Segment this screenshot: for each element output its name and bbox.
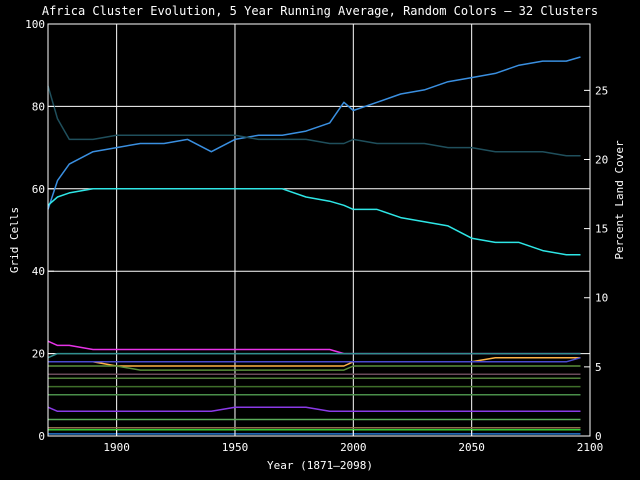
- x-tick-label: 1950: [222, 441, 249, 454]
- x-tick-label: 2000: [340, 441, 367, 454]
- series-line-2: [47, 85, 581, 157]
- y2-tick-label: 5: [595, 361, 602, 374]
- series-line-5: [47, 352, 581, 359]
- y-tick-label: 100: [25, 18, 45, 31]
- y-tick-label: 40: [32, 265, 45, 278]
- series-line-7: [48, 356, 581, 363]
- y-tick-label: 80: [32, 100, 45, 113]
- y-axis-label-left: Grid Cells: [8, 207, 21, 273]
- plot-frame: [47, 23, 591, 437]
- series-layer: [47, 56, 581, 435]
- x-tick-label: 1900: [103, 441, 130, 454]
- series-line-1: [47, 56, 581, 210]
- x-axis-label: Year (1871–2098): [267, 459, 373, 472]
- y-tick-label: 0: [38, 430, 45, 443]
- series-line-13: [47, 406, 581, 413]
- y2-tick-label: 10: [595, 292, 608, 305]
- y-tick-label: 60: [32, 183, 45, 196]
- x-axis: 1900 1950 2000 2050 2100: [103, 430, 603, 454]
- y-axis-right: 0 5 10 15 20 25: [584, 84, 608, 443]
- series-line-8: [48, 365, 581, 371]
- y2-tick-label: 20: [595, 153, 608, 166]
- y2-tick-label: 25: [595, 84, 608, 97]
- y-axis-label-right: Percent Land Cover: [613, 140, 626, 260]
- y2-tick-label: 15: [595, 223, 608, 236]
- y2-tick-label: 0: [595, 430, 602, 443]
- x-tick-label: 2100: [577, 441, 604, 454]
- x-tick-label: 2050: [458, 441, 485, 454]
- y-tick-label: 20: [32, 348, 45, 361]
- chart-title: Africa Cluster Evolution, 5 Year Running…: [42, 4, 598, 18]
- series-line-3: [47, 188, 581, 256]
- y-axis-left: 0 20 40 60 80 100: [25, 18, 54, 443]
- series-line-4: [47, 340, 581, 355]
